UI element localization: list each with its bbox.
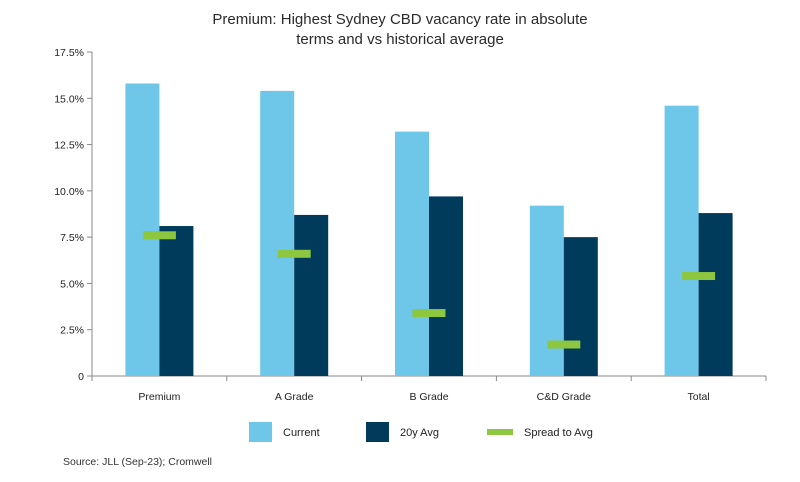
legend-label-current: Current [283,427,320,439]
x-tick-label: Premium [138,391,180,403]
bar-current [125,83,160,376]
y-tick-label: 5.0% [60,278,84,290]
legend-label-spread-to-avg: Spread to Avg [524,427,593,439]
bar-current [664,105,699,376]
y-tick-label: 17.5% [54,47,84,59]
bar-current [260,90,295,376]
bar-20y-avg [159,226,194,376]
bar-current [529,205,564,376]
marker-spread-to-avg [412,309,446,318]
y-tick-label: 10.0% [54,186,84,198]
legend-swatch-current [249,422,272,442]
y-tick-label: 12.5% [54,140,84,152]
bar-current [395,131,429,376]
x-tick-label: A Grade [275,391,314,403]
legend-swatch-20y-avg [366,422,389,442]
bar-20y-avg [429,196,463,376]
chart-title-line-1: Premium: Highest Sydney CBD vacancy rate… [212,11,588,28]
marker-spread-to-avg [682,272,716,281]
legend-label-20y-avg: 20y Avg [400,427,439,439]
bar-20y-avg [698,213,733,376]
bar-20y-avg [563,237,598,376]
x-tick-label: Total [688,391,710,403]
marker-spread-to-avg [547,340,581,349]
chart-title-line-2: terms and vs historical average [296,31,504,48]
bar-20y-avg [294,214,329,376]
legend-swatch-spread-to-avg [487,429,513,435]
x-tick-label: B Grade [409,391,448,403]
y-tick-label: 0 [78,371,84,383]
y-tick-label: 7.5% [60,232,84,244]
x-tick-label: C&D Grade [537,391,591,403]
y-tick-label: 2.5% [60,325,84,337]
y-tick-label: 15.0% [54,93,84,105]
marker-spread-to-avg [277,249,311,258]
marker-spread-to-avg [142,231,176,240]
source-note: Source: JLL (Sep-23); Cromwell [63,456,212,468]
